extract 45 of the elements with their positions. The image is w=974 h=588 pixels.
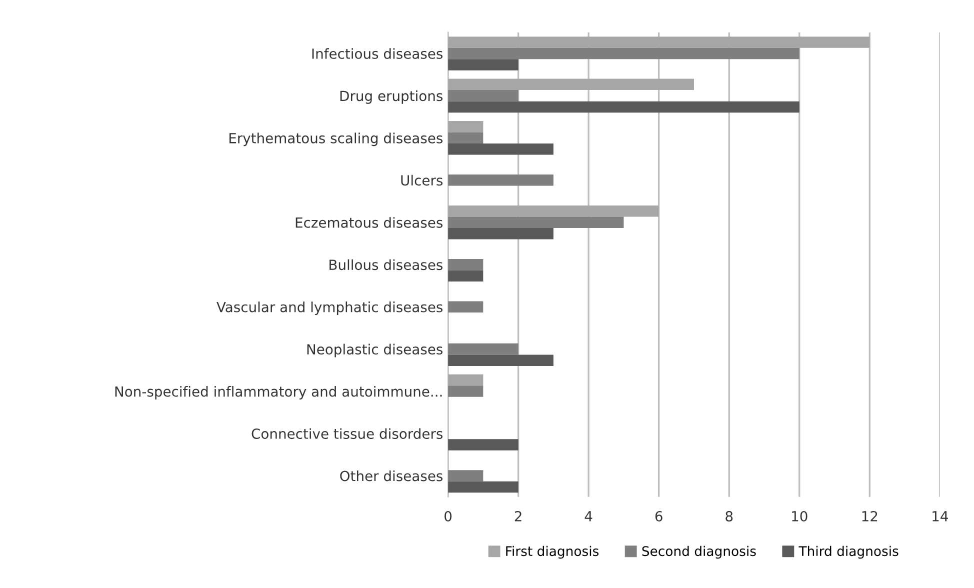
x-tick-label: 10 (792, 510, 808, 522)
bar (448, 36, 870, 48)
bar (448, 48, 800, 60)
legend-label: Third diagnosis (798, 546, 898, 559)
bar (448, 301, 484, 312)
bar (448, 132, 484, 144)
bar (448, 59, 518, 70)
bar (448, 101, 800, 113)
bar (448, 374, 484, 386)
x-tick-label: 14 (932, 511, 948, 522)
y-tick-label: Non-specified inflammatory and autoimmune... (115, 386, 442, 400)
y-tick-label: Ulcers (401, 174, 442, 186)
x-tick-label: 0 (444, 510, 452, 522)
bar (448, 439, 518, 450)
bar (448, 90, 518, 102)
bar (448, 481, 518, 493)
bar (448, 216, 624, 228)
x-tick-label: 6 (655, 510, 662, 522)
bar (448, 258, 484, 270)
bar (448, 121, 484, 132)
x-tick-label: 2 (514, 510, 522, 522)
legend-label: Second diagnosis (642, 546, 756, 559)
y-tick-label: Vascular and lymphatic diseases (216, 302, 443, 315)
legend-label: First diagnosis (506, 546, 599, 559)
x-tick-label: 12 (862, 510, 878, 522)
bar (448, 205, 659, 217)
y-tick-label: Connective tissue disorders (252, 428, 442, 439)
y-tick-label: Neoplastic diseases (307, 344, 442, 358)
y-tick-label: Drug eruptions (340, 90, 443, 104)
bar (448, 470, 484, 482)
y-tick-label: Erythematous scaling diseases (229, 132, 443, 146)
bar (448, 386, 484, 397)
y-tick-label: Bullous diseases (330, 259, 442, 270)
y-tick-label: Other diseases (340, 470, 442, 482)
bar (448, 228, 554, 240)
bar (448, 78, 694, 90)
y-tick-label: Infectious diseases (312, 48, 442, 59)
bar (448, 270, 484, 282)
x-tick-label: 8 (726, 510, 733, 522)
bar (448, 354, 554, 366)
bar (448, 174, 554, 186)
x-tick-label: 4 (584, 511, 592, 522)
bar (448, 144, 554, 155)
y-tick-label: Eczematous diseases (296, 217, 442, 228)
bar (448, 343, 518, 355)
